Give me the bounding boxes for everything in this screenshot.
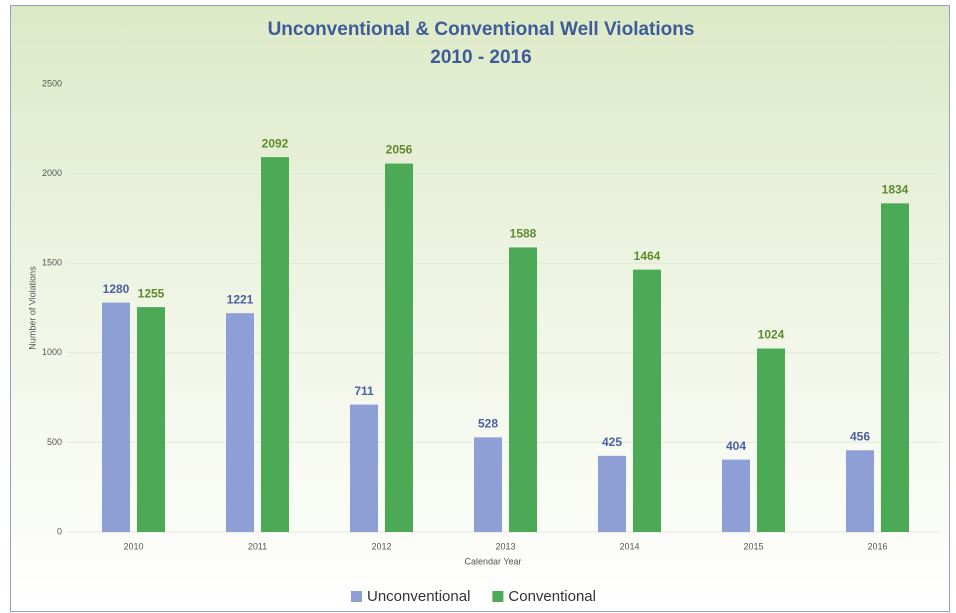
y-tick-label: 2500	[42, 78, 62, 88]
y-tick-label: 0	[57, 526, 62, 536]
bar	[350, 404, 378, 532]
legend-swatch	[351, 591, 362, 602]
x-tick-label: 2010	[123, 541, 143, 551]
data-label: 528	[478, 417, 498, 431]
chart-subtitle: 2010 - 2016	[430, 47, 531, 68]
data-label: 425	[602, 435, 622, 449]
legend-label: Unconventional	[367, 588, 470, 605]
x-tick-label: 2011	[248, 541, 267, 551]
bar	[261, 157, 289, 533]
data-label: 1280	[103, 282, 130, 296]
bar	[385, 163, 413, 532]
bar	[846, 450, 874, 532]
bar	[474, 437, 502, 532]
y-tick-label: 1500	[42, 258, 62, 268]
x-axis-label: Calendar Year	[464, 556, 521, 566]
bar	[722, 459, 750, 532]
data-label: 2092	[262, 136, 289, 150]
data-label: 711	[354, 384, 374, 398]
bar	[633, 269, 661, 532]
bar	[102, 302, 130, 532]
data-label: 1255	[138, 286, 165, 300]
bar	[137, 307, 165, 532]
x-tick-label: 2012	[371, 541, 391, 551]
data-label: 456	[850, 429, 870, 443]
y-axis-label: Number of Violations	[27, 266, 37, 350]
bar	[509, 247, 537, 532]
data-label: 1464	[634, 249, 661, 263]
data-label: 1024	[758, 328, 785, 342]
legend-swatch	[492, 591, 504, 602]
bar	[881, 203, 909, 532]
data-label: 1834	[882, 183, 909, 197]
legend-label: Conventional	[508, 588, 596, 605]
x-tick-label: 2015	[743, 541, 763, 551]
bar	[757, 348, 785, 532]
y-tick-label: 1000	[42, 347, 62, 357]
x-tick-label: 2016	[867, 541, 887, 551]
y-tick-label: 500	[47, 437, 62, 447]
chart-title: Unconventional & Conventional Well Viola…	[268, 19, 695, 40]
data-label: 404	[726, 439, 746, 453]
x-tick-label: 2014	[619, 541, 639, 551]
y-tick-label: 2000	[42, 168, 62, 178]
x-tick-label: 2013	[495, 541, 515, 551]
bar	[598, 455, 626, 532]
data-label: 1221	[227, 292, 254, 306]
data-label: 2056	[386, 143, 413, 157]
data-label: 1588	[510, 227, 537, 241]
bar	[226, 313, 254, 532]
